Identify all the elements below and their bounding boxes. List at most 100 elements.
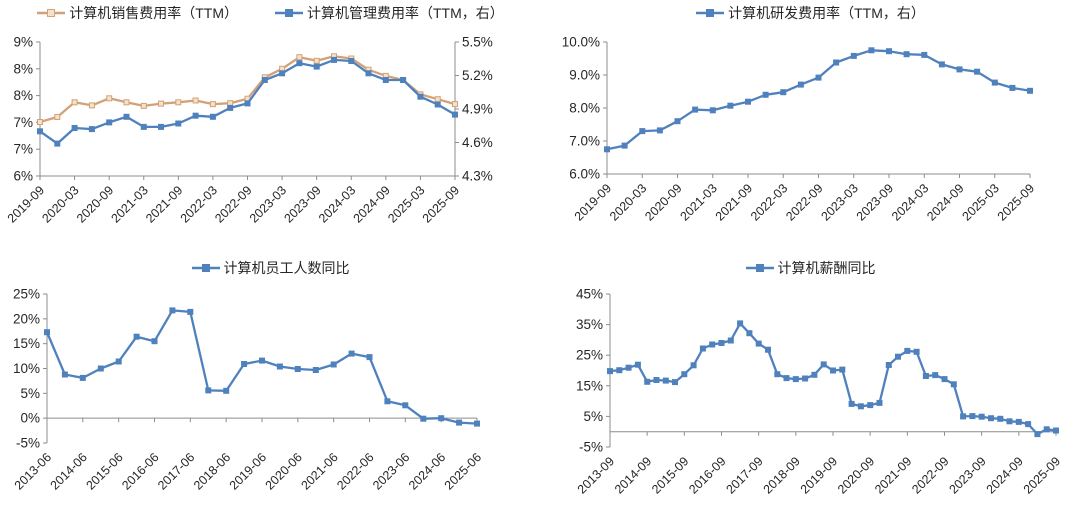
legend-label: 计算机研发费用率（TTM，右） [728, 5, 925, 21]
svg-text:2022-09: 2022-09 [909, 454, 951, 496]
svg-text:7%: 7% [13, 142, 33, 157]
svg-text:25%: 25% [13, 287, 40, 302]
svg-text:2021-03: 2021-03 [109, 183, 151, 225]
svg-text:2024-06: 2024-06 [406, 450, 448, 492]
svg-text:10.0%: 10.0% [562, 35, 600, 50]
svg-text:2017-09: 2017-09 [723, 454, 765, 496]
legend-headcount-yoy: 计算机员工人数同比 [0, 258, 540, 278]
svg-text:2018-09: 2018-09 [761, 454, 803, 496]
svg-text:2015-06: 2015-06 [83, 450, 125, 492]
line-chart-headcount-yoy: 25% 20% 15% 10% 5% 0% -5%2013-062014-062015-06… [12, 287, 484, 493]
svg-text:4.9%: 4.9% [462, 102, 493, 117]
svg-text:2024-09: 2024-09 [351, 183, 393, 225]
legend-label: 计算机管理费用率（TTM，右） [307, 5, 504, 21]
svg-text:2020-09: 2020-09 [642, 181, 684, 223]
svg-text:9.0%: 9.0% [569, 68, 600, 83]
svg-text:25%: 25% [576, 348, 603, 363]
svg-text:8%: 8% [13, 61, 33, 76]
svg-text:2020-09: 2020-09 [835, 454, 877, 496]
svg-text:5%: 5% [20, 386, 40, 401]
svg-text:2022-03: 2022-03 [748, 181, 790, 223]
svg-text:2015-09: 2015-09 [649, 454, 691, 496]
svg-text:2023-09: 2023-09 [281, 183, 323, 225]
svg-text:2024-03: 2024-03 [316, 183, 358, 225]
svg-text:2013-09: 2013-09 [575, 454, 617, 496]
svg-text:2024-03: 2024-03 [889, 181, 931, 223]
svg-text:7%: 7% [13, 115, 33, 130]
svg-text:2021-09: 2021-09 [713, 181, 755, 223]
svg-text:2021-03: 2021-03 [678, 181, 720, 223]
svg-text:2021-09: 2021-09 [143, 183, 185, 225]
line-chart-rnd-expense-ratio: 10.0% 9.0% 8.0% 7.0% 6.0%2019-092020-032020-… [562, 35, 1037, 224]
svg-text:2023-06: 2023-06 [370, 450, 412, 492]
svg-text:2020-03: 2020-03 [607, 181, 649, 223]
svg-text:45%: 45% [576, 287, 603, 302]
svg-text:2023-09: 2023-09 [946, 454, 988, 496]
svg-text:2022-03: 2022-03 [178, 183, 220, 225]
svg-text:5%: 5% [583, 409, 603, 424]
legend-label: 计算机销售费用率（TTM） [69, 5, 238, 21]
svg-text:2024-09: 2024-09 [924, 181, 966, 223]
svg-text:2017-06: 2017-06 [155, 450, 197, 492]
chart-panel-rnd-ratio: 计算机研发费用率（TTM，右） 10.0% 9.0% 8.0% 7.0% 6.0% 201… [540, 0, 1080, 255]
svg-text:15%: 15% [576, 378, 603, 393]
svg-text:-5%: -5% [579, 440, 603, 455]
svg-text:2023-03: 2023-03 [247, 183, 289, 225]
svg-text:2013-06: 2013-06 [12, 450, 54, 492]
chart-panel-headcount-yoy: 计算机员工人数同比 25% 20% 15% 10% 5% 0% -5% 2013-06 2014… [0, 255, 540, 510]
svg-text:2023-09: 2023-09 [854, 181, 896, 223]
svg-text:5.5%: 5.5% [462, 35, 493, 50]
line-marker-swatch-blue [191, 264, 220, 272]
line-marker-swatch-blue [696, 9, 725, 17]
line-marker-swatch-blue [275, 9, 303, 17]
svg-text:0%: 0% [20, 411, 40, 426]
svg-text:2025-03: 2025-03 [960, 181, 1002, 223]
svg-text:2025-06: 2025-06 [442, 450, 484, 492]
svg-text:2022-09: 2022-09 [783, 181, 825, 223]
svg-text:2019-09: 2019-09 [5, 183, 47, 225]
legend-label: 计算机员工人数同比 [223, 260, 350, 276]
svg-text:7.0%: 7.0% [569, 134, 600, 149]
svg-text:2016-06: 2016-06 [119, 450, 161, 492]
svg-text:4.3%: 4.3% [462, 169, 493, 184]
svg-text:2019-06: 2019-06 [227, 450, 269, 492]
svg-text:2022-06: 2022-06 [334, 450, 376, 492]
legend-label: 计算机薪酬同比 [777, 260, 876, 276]
svg-text:6%: 6% [13, 169, 33, 184]
legend-salary-yoy: 计算机薪酬同比 [540, 258, 1080, 278]
svg-text:35%: 35% [576, 317, 603, 332]
svg-text:2025-03: 2025-03 [385, 183, 427, 225]
svg-text:2019-09: 2019-09 [572, 181, 614, 223]
legend-expense-ratios: 计算机销售费用率（TTM） 计算机管理费用率（TTM，右） [0, 3, 540, 23]
svg-text:2021-09: 2021-09 [872, 454, 914, 496]
chart-panel-expense-ratios: 计算机销售费用率（TTM） 计算机管理费用率（TTM，右） 9% 8% 8% 7% 7%… [0, 0, 540, 255]
svg-text:5.2%: 5.2% [462, 68, 493, 83]
line-chart-sales-admin-expense-ratio: 9%8%8%7%7%6%5.5%5.2%4.9%4.6%4.3%2019-092… [5, 35, 493, 226]
svg-text:2021-06: 2021-06 [298, 450, 340, 492]
svg-text:20%: 20% [13, 311, 40, 326]
chart-panel-salary-yoy: 计算机薪酬同比 45% 35% 25% 15% 5% -5% 2013-09 2014-09 2… [540, 255, 1080, 510]
svg-text:10%: 10% [13, 361, 40, 376]
svg-text:2020-03: 2020-03 [39, 183, 81, 225]
svg-text:2025-09: 2025-09 [1021, 454, 1063, 496]
svg-text:2020-06: 2020-06 [263, 450, 305, 492]
svg-text:2023-03: 2023-03 [819, 181, 861, 223]
svg-text:-5%: -5% [16, 436, 40, 451]
svg-text:2014-09: 2014-09 [612, 454, 654, 496]
svg-text:2024-09: 2024-09 [984, 454, 1026, 496]
svg-text:2014-06: 2014-06 [48, 450, 90, 492]
svg-text:9%: 9% [13, 35, 33, 50]
svg-text:2020-09: 2020-09 [74, 183, 116, 225]
svg-text:6.0%: 6.0% [569, 167, 600, 182]
legend-rnd-ratio: 计算机研发费用率（TTM，右） [540, 3, 1080, 23]
svg-text:15%: 15% [13, 336, 40, 351]
svg-text:8.0%: 8.0% [569, 101, 600, 116]
svg-text:2025-09: 2025-09 [420, 183, 462, 225]
svg-text:8%: 8% [13, 88, 33, 103]
line-marker-swatch-blue [745, 264, 774, 272]
legend-item-headcount: 计算机员工人数同比 [191, 258, 350, 278]
svg-text:4.6%: 4.6% [462, 135, 493, 150]
line-marker-swatch-tan [37, 9, 66, 17]
